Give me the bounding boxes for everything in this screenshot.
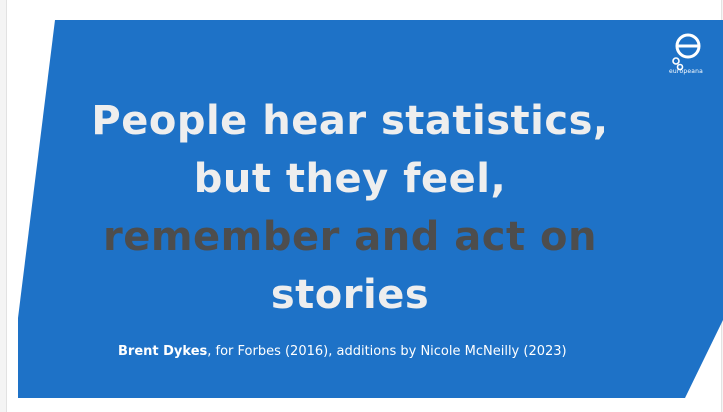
slide-caption: Brent Dykes, for Forbes (2016), addition… xyxy=(118,344,638,359)
blue-panel-shape xyxy=(18,20,723,398)
headline-line-1: People hear statistics, xyxy=(91,98,609,144)
caption-details: , for Forbes (2016), additions by Nicole… xyxy=(207,344,567,359)
headline-line-4: stories xyxy=(270,272,430,318)
logo-wordmark: europeana xyxy=(669,68,703,75)
headline-line-2: but they feel, xyxy=(193,156,507,202)
caption-author: Brent Dykes xyxy=(118,344,208,359)
slide-headline: People hear statistics, but they feel, r… xyxy=(20,92,680,324)
europeana-logo-icon xyxy=(672,33,701,71)
headline-line-3: remember and act on xyxy=(103,214,597,260)
